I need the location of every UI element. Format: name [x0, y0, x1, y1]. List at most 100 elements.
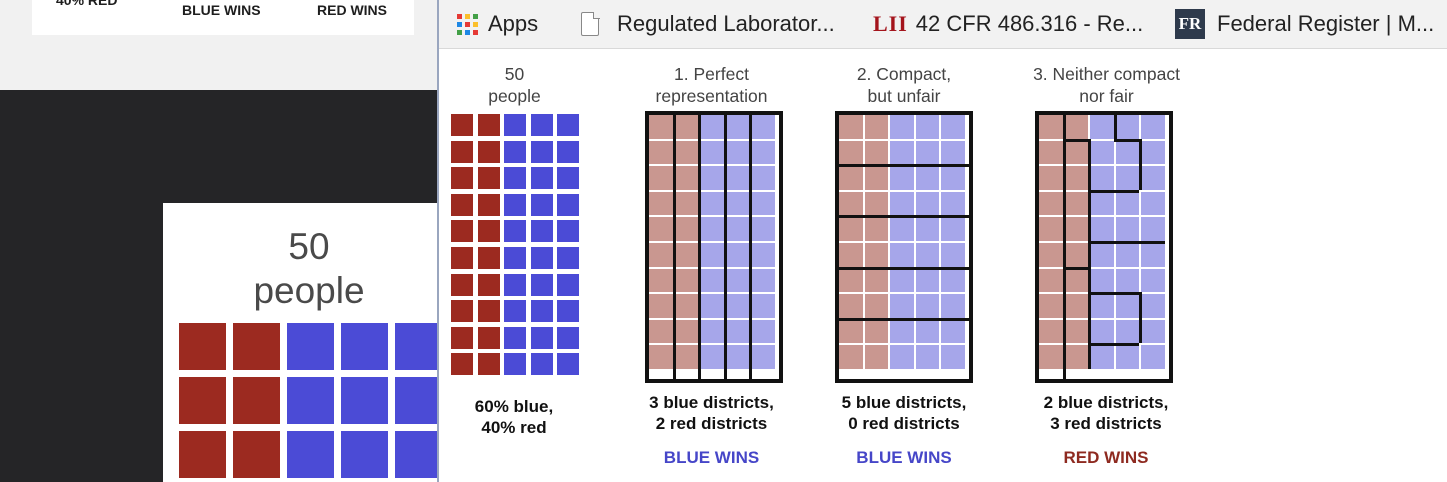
district-boundary	[749, 111, 753, 383]
district-boundary	[645, 111, 649, 383]
strip-text-red-share: 40% RED	[56, 0, 118, 8]
bookmark-regulated-laboratories[interactable]: Regulated Laborator...	[581, 0, 835, 48]
blue-person-cell	[530, 167, 553, 190]
red-voter-cell	[649, 268, 673, 293]
red-voter-cell	[674, 140, 699, 165]
red-person-cell	[451, 167, 473, 190]
red-voter-cell	[864, 319, 889, 344]
blue-voter-cell	[915, 166, 940, 190]
blue-person-cell	[557, 273, 579, 296]
red-voter-cell	[674, 115, 699, 139]
red-voter-cell	[1064, 345, 1089, 369]
blue-person-cell	[557, 300, 579, 323]
bookmark-label: Regulated Laborator...	[617, 11, 835, 36]
blue-person-cell	[504, 114, 526, 136]
blue-voter-cell	[700, 294, 724, 318]
blue-voter-cell	[941, 345, 965, 369]
zoom-blue-person-cell	[341, 377, 388, 424]
bookmark-42-cfr-486-316[interactable]: LII 42 CFR 486.316 - Re...	[873, 0, 1143, 48]
blue-voter-cell	[941, 115, 965, 139]
blue-voter-cell	[1115, 140, 1140, 165]
red-voter-cell	[1064, 243, 1089, 267]
zoom-blue-person-cell	[395, 431, 437, 478]
district-boundary	[835, 111, 973, 115]
col2-verdict-blue-wins: BLUE WINS	[856, 448, 952, 467]
red-voter-cell	[649, 115, 673, 139]
district-boundary	[835, 379, 973, 383]
red-person-cell	[477, 326, 500, 349]
col2-title-line2: but unfair	[867, 86, 941, 106]
district-boundary	[835, 266, 973, 270]
red-voter-cell	[1039, 319, 1063, 344]
red-voter-cell	[1039, 268, 1063, 293]
bookmark-federal-register[interactable]: FR Federal Register | M...	[1175, 0, 1434, 48]
zoomed-image-preview[interactable]: 50 people	[163, 203, 437, 482]
col3-verdict-red-wins: RED WINS	[1063, 448, 1149, 467]
blue-person-cell	[530, 273, 553, 296]
red-person-cell	[451, 247, 473, 269]
zoom-blue-person-cell	[287, 323, 334, 370]
district-boundary	[1035, 379, 1173, 383]
blue-voter-cell	[725, 243, 750, 267]
red-voter-cell	[649, 191, 673, 216]
blue-voter-cell	[1115, 191, 1140, 216]
blue-voter-cell	[1090, 140, 1114, 165]
district-boundary	[969, 111, 973, 383]
blue-person-cell	[557, 140, 579, 163]
col3-caption-line2: 3 red districts	[1050, 414, 1162, 433]
col1-verdict-blue-wins: BLUE WINS	[663, 448, 760, 467]
district-boundary	[723, 111, 727, 383]
blue-voter-cell	[751, 217, 775, 241]
red-voter-cell	[1064, 115, 1089, 139]
blue-voter-cell	[725, 345, 750, 369]
red-voter-cell	[1064, 140, 1089, 165]
blue-voter-cell	[915, 268, 940, 293]
blue-voter-cell	[700, 217, 724, 241]
blue-voter-cell	[751, 294, 775, 318]
red-voter-cell	[839, 294, 863, 318]
red-voter-cell	[839, 268, 863, 293]
blue-voter-cell	[941, 140, 965, 165]
red-voter-cell	[649, 140, 673, 165]
district-boundary	[1088, 343, 1140, 347]
zoom-blue-person-cell	[341, 431, 388, 478]
col2-caption-line1: 5 blue districts,	[841, 393, 967, 412]
red-person-cell	[451, 353, 473, 376]
red-voter-cell	[649, 294, 673, 318]
blue-voter-cell	[915, 243, 940, 267]
bookmark-label: Apps	[488, 11, 539, 36]
perfect-representation-districts	[645, 111, 783, 383]
district-boundary	[1035, 111, 1039, 383]
red-voter-cell	[1039, 191, 1063, 216]
blue-voter-cell	[751, 140, 775, 165]
blue-voter-cell	[751, 319, 775, 344]
blue-voter-cell	[1090, 319, 1114, 344]
red-person-cell	[477, 114, 500, 136]
blue-voter-cell	[1115, 345, 1140, 369]
bookmark-apps[interactable]: Apps	[457, 0, 538, 48]
blue-voter-cell	[1141, 166, 1165, 190]
red-voter-cell	[674, 166, 699, 190]
district-boundary	[1088, 292, 1140, 296]
red-person-cell	[451, 273, 473, 296]
col0-title-line1: 50	[504, 64, 525, 84]
blue-voter-cell	[915, 217, 940, 241]
neither-compact-nor-fair-districts	[1035, 111, 1173, 383]
district-boundary	[835, 111, 839, 383]
zoom-blue-person-cell	[395, 377, 437, 424]
red-voter-cell	[1064, 319, 1089, 344]
red-voter-cell	[864, 345, 889, 369]
blue-voter-cell	[725, 319, 750, 344]
blue-voter-cell	[1141, 217, 1165, 241]
red-voter-cell	[674, 217, 699, 241]
blue-voter-cell	[1115, 294, 1140, 318]
red-person-cell	[477, 167, 500, 190]
district-boundary	[1088, 138, 1092, 190]
browser-window: Apps Regulated Laborator... LII 42 CFR 4…	[437, 0, 1447, 482]
district-boundary	[835, 317, 973, 321]
zoom-blue-person-cell	[341, 323, 388, 370]
col0-caption-line1: 60% blue,	[474, 397, 554, 416]
fr-logo-icon: FR	[1175, 9, 1205, 39]
blue-voter-cell	[1115, 268, 1140, 293]
blue-voter-cell	[751, 345, 775, 369]
